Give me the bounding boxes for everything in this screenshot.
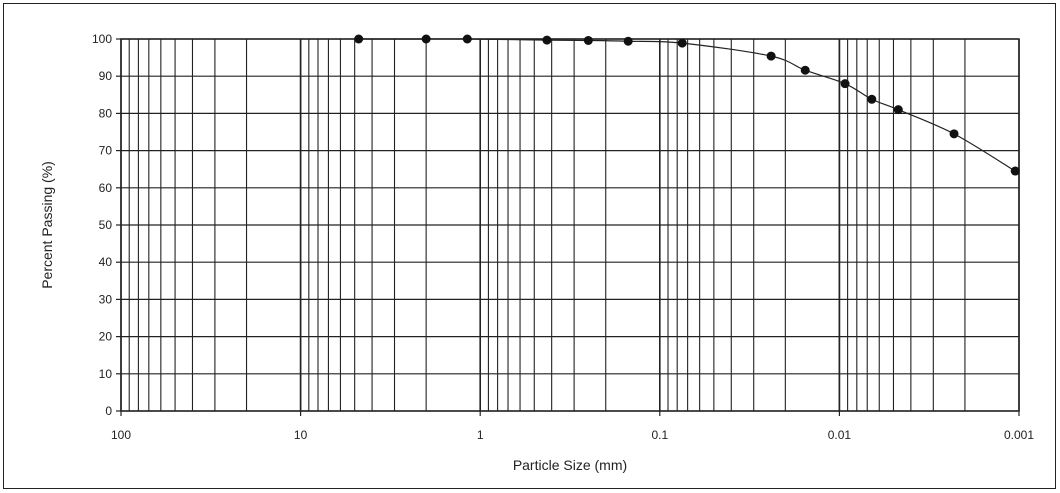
data-point	[800, 65, 810, 75]
gradation-curve	[358, 38, 1016, 172]
data-point	[1010, 166, 1020, 176]
y-tick-label: 60	[99, 181, 113, 195]
data-point	[893, 105, 903, 115]
chart-frame	[3, 3, 1056, 489]
data-point	[766, 51, 776, 61]
x-tick-label: 10	[294, 428, 308, 442]
y-tick-label: 50	[99, 218, 113, 232]
data-points	[354, 34, 1020, 176]
grid	[120, 38, 1020, 412]
y-axis-label: Percent Passing (%)	[39, 161, 55, 289]
y-tick-label: 20	[99, 330, 113, 344]
data-point	[462, 34, 472, 44]
x-axis-label: Particle Size (mm)	[513, 457, 627, 473]
data-point	[840, 79, 850, 89]
y-axis-ticks: 0 10 20 30 40 50 60 70 80 90 100	[92, 32, 121, 418]
y-tick-label: 90	[99, 69, 113, 83]
y-tick-label: 0	[105, 404, 112, 418]
y-tick-label: 70	[99, 144, 113, 158]
data-point	[583, 35, 593, 45]
y-tick-label: 30	[99, 292, 113, 306]
x-axis-ticks: 100 10 1 0.1 0.01 0.001	[111, 411, 1034, 442]
x-tick-label: 100	[111, 428, 131, 442]
data-point	[623, 36, 633, 46]
x-tick-label: 0.001	[1004, 428, 1034, 442]
y-tick-label: 80	[99, 106, 113, 120]
y-tick-label: 10	[99, 367, 113, 381]
data-point	[867, 94, 877, 104]
data-point	[542, 35, 552, 45]
data-point	[421, 34, 431, 44]
y-tick-label: 100	[92, 32, 112, 46]
x-tick-label: 1	[477, 428, 484, 442]
x-tick-label: 0.1	[651, 428, 668, 442]
data-point	[677, 38, 687, 48]
y-tick-label: 40	[99, 255, 113, 269]
data-point	[354, 34, 364, 44]
data-point	[949, 129, 959, 139]
x-tick-label: 0.01	[828, 428, 852, 442]
